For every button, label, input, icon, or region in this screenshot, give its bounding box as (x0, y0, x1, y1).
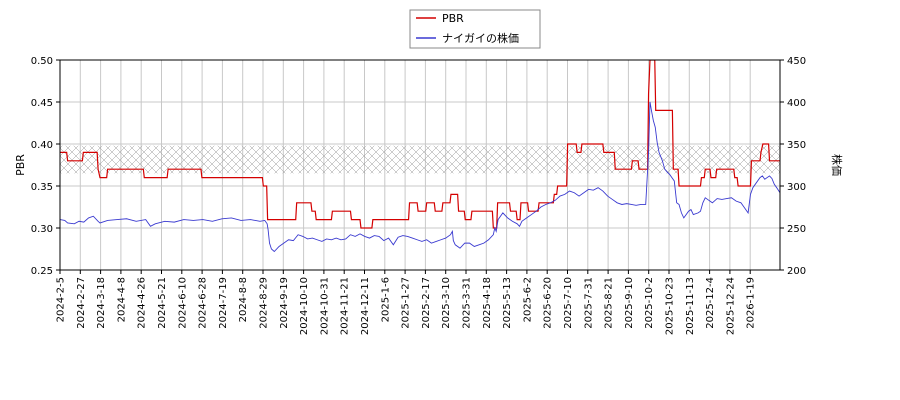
x-tick-label: 2025-7-31 (583, 277, 594, 329)
legend-label-pbr: PBR (442, 12, 464, 25)
y-left-tick-label: 0.45 (31, 98, 53, 109)
y-right-axis: 200 250 300 350 400 450 (780, 56, 806, 277)
x-tick-label: 2025-10-23 (665, 277, 676, 335)
series-line-pbr (60, 60, 780, 229)
x-tick-label: 2024-9-19 (279, 277, 290, 329)
x-tick-label: 2026-1-19 (746, 277, 757, 329)
legend-label-price: ナイガイの株価 (442, 31, 519, 45)
x-tick-label: 2025-3-10 (441, 277, 452, 329)
x-tick-label: 2025-12-4 (705, 277, 716, 329)
x-tick-label: 2025-8-21 (604, 277, 615, 329)
y-left-tick-label: 0.30 (31, 224, 53, 235)
x-tick-label: 2025-6-2 (522, 277, 533, 322)
y-left-tick-label: 0.25 (31, 266, 53, 277)
y-left-axis: 0.25 0.30 0.35 0.40 0.45 0.50 (31, 56, 60, 277)
y-left-tick-label: 0.35 (31, 182, 53, 193)
x-tick-label: 2025-1-6 (380, 277, 391, 322)
x-tick-label: 2024-2-27 (76, 277, 87, 329)
x-tick-label: 2024-2-5 (56, 277, 67, 322)
y-right-tick-label: 200 (787, 266, 806, 277)
y-right-axis-title: 株価 (830, 154, 844, 176)
legend: PBR ナイガイの株価 (409, 9, 541, 49)
plot-frame (59, 59, 781, 271)
x-tick-label: 2024-7-19 (218, 277, 229, 329)
x-tick-label: 2024-5-21 (157, 277, 168, 329)
x-tick-label: 2025-6-20 (543, 277, 554, 329)
x-tick-label: 2025-1-27 (401, 277, 412, 329)
y-left-tick-label: 0.40 (31, 140, 53, 151)
y-right-tick-label: 350 (787, 140, 806, 151)
x-tick-label: 2025-3-31 (462, 277, 473, 329)
x-tick-label: 2025-7-10 (563, 277, 574, 329)
series-line-price (60, 101, 780, 253)
x-tick-label: 2024-12-11 (360, 277, 371, 335)
x-tick-label: 2024-4-26 (137, 277, 148, 329)
x-tick-label: 2024-8-8 (238, 277, 249, 322)
y-right-tick-label: 400 (787, 98, 806, 109)
y-left-axis-title: PBR (14, 154, 27, 176)
x-tick-label: 2025-4-18 (482, 277, 493, 329)
x-tick-label: 2024-8-29 (259, 277, 270, 329)
x-tick-label: 2025-10-2 (644, 277, 655, 329)
x-tick-label: 2024-10-31 (319, 277, 330, 335)
y-right-tick-label: 450 (787, 56, 806, 67)
legend-box (409, 9, 541, 49)
x-tick-label: 2024-4-8 (116, 277, 127, 322)
x-tick-label: 2025-12-24 (725, 277, 736, 335)
x-tick-label: 2025-9-10 (624, 277, 635, 329)
y-right-tick-label: 300 (787, 182, 806, 193)
x-axis: 2024-2-5 2024-2-27 2024-3-18 2024-4-8 2024-4… (56, 270, 757, 335)
x-tick-label: 2025-11-13 (685, 277, 696, 335)
x-tick-label: 2024-11-21 (340, 277, 351, 335)
x-tick-label: 2024-6-28 (198, 277, 209, 329)
y-right-tick-label: 250 (787, 224, 806, 235)
x-tick-label: 2024-3-18 (96, 277, 107, 329)
series-lines (60, 60, 780, 253)
x-tick-label: 2024-10-10 (299, 277, 310, 335)
x-tick-label: 2025-5-13 (502, 277, 513, 329)
x-tick-label: 2025-2-17 (421, 277, 432, 329)
y-left-tick-label: 0.50 (31, 56, 53, 67)
x-tick-label: 2024-6-10 (177, 277, 188, 329)
